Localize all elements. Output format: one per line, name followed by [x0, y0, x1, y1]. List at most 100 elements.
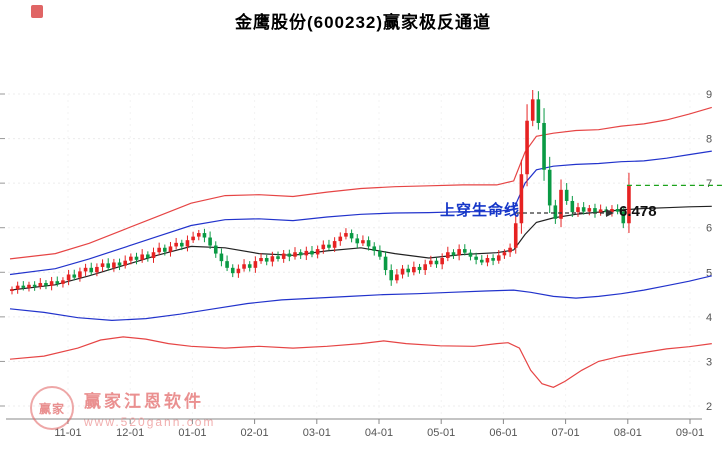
candle-body [117, 262, 122, 266]
candle-body [310, 250, 314, 255]
candle-body [89, 267, 94, 273]
candle-body [72, 274, 77, 278]
candle-body [429, 260, 433, 265]
candle-body [225, 261, 229, 268]
candle-body [491, 258, 495, 261]
channel-line-lower-inner-blue [9, 275, 712, 322]
candle-body [174, 242, 178, 247]
candle-body [196, 233, 201, 237]
candle-body [593, 208, 597, 214]
candle-body [542, 122, 546, 170]
candle-body [519, 174, 524, 224]
channel-line-upper-outer-red [9, 106, 712, 260]
candle-body [191, 236, 195, 241]
candle-body [627, 185, 631, 224]
x-axis-label: 08-01 [614, 427, 642, 439]
candle-body [598, 209, 603, 214]
candle-body [61, 280, 65, 284]
candle-body [281, 253, 286, 259]
candle-body [123, 260, 127, 266]
candle-body [230, 267, 235, 274]
candle-body [66, 274, 71, 281]
candle-body [78, 271, 82, 278]
channel-line-lifeline-black [9, 205, 712, 291]
y-axis-label: 6 [706, 223, 712, 235]
candle-body [95, 266, 99, 273]
candle-body [140, 254, 144, 260]
candle-body [406, 268, 410, 273]
channel-line-lower-outer-red [9, 336, 712, 388]
y-axis-label: 4 [706, 312, 712, 324]
candle-body [553, 205, 558, 219]
seal-text: 赢家 [38, 401, 65, 416]
annotation-price-value: 6.478 [619, 203, 657, 220]
candle-body [38, 282, 43, 287]
candle-body [49, 281, 54, 286]
candle-body [564, 189, 569, 201]
candle-body [106, 263, 111, 268]
candle-body [344, 233, 348, 237]
candle-body [146, 254, 150, 259]
candle-body [315, 249, 320, 255]
candle-body [298, 252, 303, 256]
x-axis-label: 07-01 [552, 427, 580, 439]
candle-body [361, 240, 365, 244]
watermark: 赢家 赢家江恩软件 www.520gann.com [30, 386, 215, 430]
y-axis-label: 2 [706, 401, 712, 413]
candle-body [434, 260, 439, 265]
candle-body [163, 247, 167, 252]
candle-body [15, 285, 20, 290]
candle-body [446, 252, 450, 259]
candle-body [474, 256, 478, 260]
x-axis-label: 03-01 [303, 427, 331, 439]
candle-body [264, 258, 269, 262]
candle-body [157, 247, 161, 253]
candle-body [259, 258, 263, 262]
x-axis-label: 02-01 [241, 427, 269, 439]
candle-body [219, 253, 224, 262]
candle-body [389, 270, 394, 281]
y-axis-label: 3 [706, 356, 712, 368]
candle-body [417, 266, 422, 271]
candle-body [576, 207, 580, 213]
candle-body [276, 256, 280, 259]
candle-body [440, 258, 444, 265]
candle-body [247, 264, 252, 268]
candle-body [570, 200, 575, 213]
watermark-text: 赢家江恩软件 www.520gann.com [84, 387, 215, 429]
candle-body [185, 240, 190, 247]
candle-body [208, 237, 212, 246]
candle-body [151, 252, 156, 259]
candle-body [468, 252, 473, 257]
x-axis-label: 09-01 [676, 427, 704, 439]
candle-body [479, 259, 484, 263]
candle-body [332, 241, 337, 248]
candle-body [559, 189, 563, 219]
candle-body [513, 223, 518, 248]
candle-body [180, 242, 184, 247]
candle-body [27, 284, 31, 288]
candle-body [383, 256, 388, 271]
y-axis-label: 5 [706, 267, 712, 279]
candle-body [10, 289, 14, 292]
x-axis-label: 11-01 [54, 427, 81, 439]
candle-body [168, 246, 173, 252]
candle-body [338, 236, 343, 242]
x-axis-label: 06-01 [489, 427, 517, 439]
x-axis-label: 05-01 [427, 427, 455, 439]
candle-body [587, 208, 592, 212]
candle-body [400, 268, 405, 275]
candle-body [581, 207, 586, 212]
candle-body [621, 211, 626, 224]
candle-body [236, 268, 241, 274]
candle-body [21, 285, 26, 288]
candle-body [242, 264, 246, 269]
candle-body [349, 233, 354, 239]
candle-body [134, 256, 139, 260]
watermark-brand: 赢家江恩软件 [84, 392, 204, 411]
candle-body [423, 264, 427, 271]
candle-body [304, 250, 309, 256]
candle-body [378, 250, 382, 257]
x-axis-label: 04-01 [365, 427, 393, 439]
candle-body [321, 244, 326, 250]
